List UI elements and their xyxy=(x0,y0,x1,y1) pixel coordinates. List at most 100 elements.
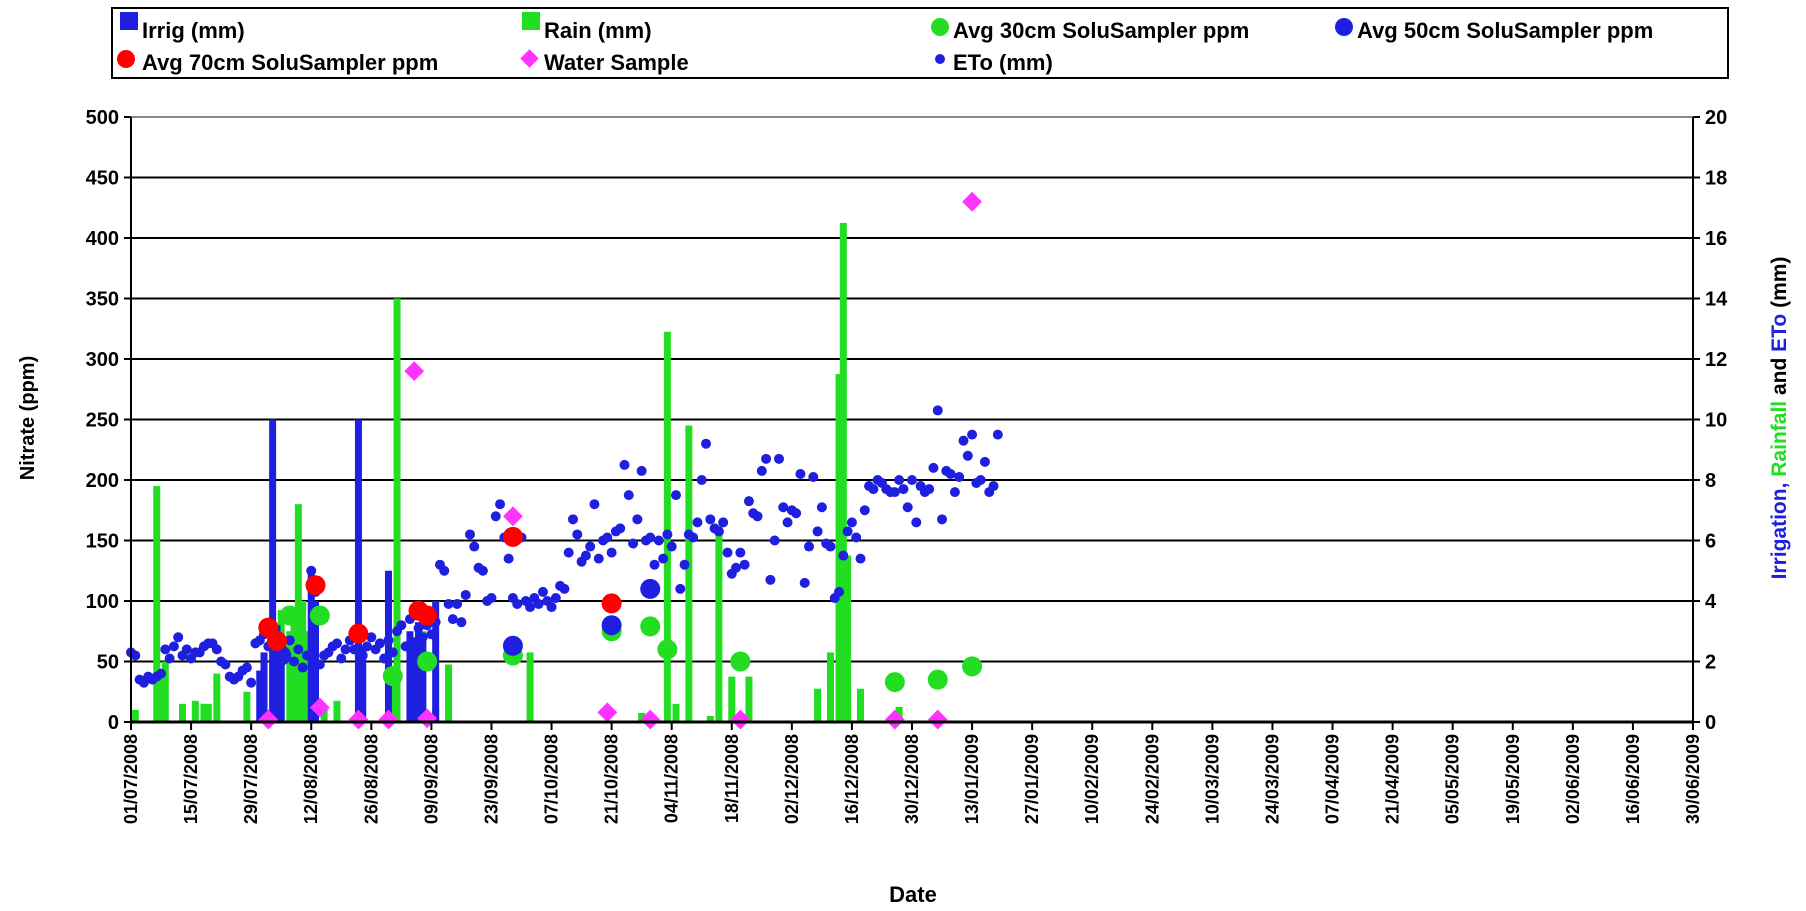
y-left-tick-label: 350 xyxy=(86,289,119,311)
eto-point xyxy=(477,565,488,576)
avg70-point xyxy=(266,630,287,651)
eto-point xyxy=(804,541,815,552)
x-tick-label: 07/04/2009 xyxy=(1323,734,1343,824)
water-sample-point xyxy=(503,506,523,527)
avg30-point xyxy=(657,639,678,660)
eto-point xyxy=(465,529,476,540)
x-tick-label: 29/07/2008 xyxy=(241,734,261,824)
y-axis-right-label-part: Rainfall xyxy=(1768,401,1791,477)
eto-point xyxy=(417,632,428,643)
eto-point xyxy=(297,662,308,673)
x-tick-label: 23/09/2008 xyxy=(481,734,501,824)
rain-bar xyxy=(157,676,165,722)
avg30-point xyxy=(927,669,948,690)
eto-point xyxy=(949,487,960,498)
x-tick-label: 09/09/2008 xyxy=(421,734,441,824)
rain-bar xyxy=(715,525,723,722)
irrig-bar xyxy=(273,625,281,722)
eto-point xyxy=(340,644,351,655)
avg30-point xyxy=(884,672,905,693)
rain-bar xyxy=(839,222,847,722)
eto-point xyxy=(211,644,222,655)
eto-point xyxy=(289,656,300,667)
legend-marker-water xyxy=(520,49,539,68)
rain-bar xyxy=(844,555,852,722)
eto-point xyxy=(889,487,900,498)
y-left-tick-label: 300 xyxy=(86,349,119,371)
eto-point xyxy=(503,553,514,564)
eto-point xyxy=(246,677,257,688)
eto-point xyxy=(765,574,776,585)
y-right-tick-label: 14 xyxy=(1705,289,1728,311)
eto-point xyxy=(396,620,407,631)
legend-marker-eto xyxy=(935,54,945,64)
avg50-point xyxy=(601,615,622,636)
eto-point xyxy=(615,523,626,534)
eto-point xyxy=(619,459,630,470)
rain-bar xyxy=(672,703,680,722)
eto-point xyxy=(855,553,866,564)
y-right-tick-label: 0 xyxy=(1705,712,1716,734)
eto-point xyxy=(606,547,617,558)
water-sample-point xyxy=(348,709,369,730)
eto-point xyxy=(662,529,673,540)
eto-point xyxy=(546,602,557,613)
eto-point xyxy=(632,514,643,525)
eto-point xyxy=(937,514,948,525)
eto-point xyxy=(701,438,712,449)
y-axis-right-label-part: Irrigation, xyxy=(1768,477,1791,580)
eto-point xyxy=(769,535,780,546)
eto-point xyxy=(782,517,793,528)
rain-bar xyxy=(728,676,736,722)
eto-point xyxy=(400,641,411,652)
eto-point xyxy=(181,644,192,655)
eto-point xyxy=(383,635,394,646)
y-left-tick-label: 150 xyxy=(86,531,119,553)
eto-point xyxy=(962,450,973,461)
eto-point xyxy=(988,481,999,492)
eto-point xyxy=(567,514,578,525)
eto-point xyxy=(653,535,664,546)
eto-point xyxy=(958,435,969,446)
eto-point xyxy=(846,517,857,528)
eto-point xyxy=(778,502,789,513)
x-tick-label: 10/02/2009 xyxy=(1082,734,1102,824)
avg30-point xyxy=(382,666,403,687)
avg70-point xyxy=(502,526,523,547)
eto-point xyxy=(756,465,767,476)
eto-point xyxy=(306,565,317,576)
irrig-bar xyxy=(354,419,362,722)
axes: 0 50 100 150 200 250 300 350 400 450 500 0 2 4 6 8 10 12 1… xyxy=(86,107,1728,824)
x-tick-label: 30/06/2009 xyxy=(1683,734,1703,824)
eto-point xyxy=(220,659,231,670)
irrig-bar xyxy=(410,637,418,722)
y-axis-right-label-part: ETo xyxy=(1768,314,1791,352)
eto-point xyxy=(284,635,295,646)
avg30-point xyxy=(640,616,661,637)
eto-point xyxy=(799,577,810,588)
irrig-bar xyxy=(384,570,392,722)
eto-point xyxy=(589,499,600,510)
x-tick-label: 18/11/2008 xyxy=(722,734,742,823)
rain-bar xyxy=(161,661,169,722)
eto-point xyxy=(954,471,965,482)
eto-point xyxy=(928,462,939,473)
y-left-tick-label: 400 xyxy=(86,228,119,250)
rain-bar xyxy=(814,688,822,722)
rain-bar xyxy=(706,715,714,722)
irrig-bar xyxy=(406,631,414,722)
water-sample-point xyxy=(378,709,399,730)
eto-point xyxy=(636,465,647,476)
eto-point xyxy=(460,589,471,600)
x-tick-label: 16/06/2009 xyxy=(1623,734,1643,824)
eto-point xyxy=(658,553,669,564)
y-left-tick-label: 200 xyxy=(86,470,119,492)
eto-point xyxy=(331,638,342,649)
eto-point xyxy=(301,650,312,661)
y-right-tick-label: 10 xyxy=(1705,410,1727,432)
eto-point xyxy=(666,541,677,552)
rain-bar xyxy=(299,601,307,722)
eto-point xyxy=(649,559,660,570)
eto-point xyxy=(160,644,171,655)
eto-point xyxy=(851,532,862,543)
